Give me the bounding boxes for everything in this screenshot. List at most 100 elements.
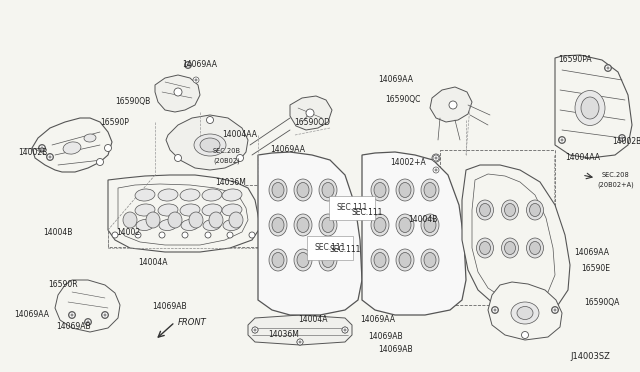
Ellipse shape [159, 219, 177, 231]
Ellipse shape [319, 249, 337, 271]
Ellipse shape [322, 218, 334, 232]
Text: 14004AA: 14004AA [565, 153, 600, 162]
Circle shape [85, 319, 91, 325]
Circle shape [205, 232, 211, 238]
Text: SEC.111: SEC.111 [352, 208, 383, 217]
Circle shape [433, 155, 439, 161]
Text: 14004A: 14004A [298, 315, 328, 324]
Text: SEC.111: SEC.111 [336, 203, 368, 212]
Ellipse shape [135, 189, 155, 201]
Ellipse shape [479, 203, 490, 217]
Ellipse shape [229, 212, 243, 228]
Ellipse shape [527, 200, 543, 220]
Text: 14069AB: 14069AB [56, 322, 91, 331]
Ellipse shape [517, 307, 533, 320]
Ellipse shape [203, 219, 221, 231]
Ellipse shape [269, 249, 287, 271]
Text: 14002B: 14002B [18, 148, 47, 157]
Ellipse shape [209, 212, 223, 228]
Circle shape [435, 157, 437, 159]
Ellipse shape [421, 214, 439, 236]
Ellipse shape [399, 183, 411, 198]
Text: 14004B: 14004B [408, 215, 437, 224]
Ellipse shape [319, 214, 337, 236]
Circle shape [492, 307, 498, 313]
Ellipse shape [502, 238, 518, 258]
Circle shape [494, 309, 496, 311]
Polygon shape [248, 315, 352, 345]
Ellipse shape [297, 253, 309, 267]
Circle shape [227, 232, 233, 238]
Text: 14036M: 14036M [268, 330, 299, 339]
Text: 16590P: 16590P [100, 118, 129, 127]
Circle shape [39, 145, 45, 151]
Ellipse shape [269, 179, 287, 201]
Text: 14004A: 14004A [138, 258, 168, 267]
Ellipse shape [396, 214, 414, 236]
Text: 14002: 14002 [116, 228, 140, 237]
Ellipse shape [371, 249, 389, 271]
Circle shape [552, 307, 559, 314]
Polygon shape [155, 75, 200, 112]
Circle shape [207, 116, 214, 124]
Ellipse shape [189, 212, 203, 228]
Circle shape [249, 232, 255, 238]
Circle shape [449, 101, 457, 109]
Circle shape [559, 137, 566, 144]
Bar [440, 150, 555, 305]
Ellipse shape [479, 241, 490, 254]
Text: 16590QA: 16590QA [584, 298, 620, 307]
Text: 14002B: 14002B [612, 137, 640, 146]
Circle shape [306, 109, 314, 117]
Ellipse shape [272, 183, 284, 198]
Ellipse shape [477, 200, 493, 220]
Ellipse shape [502, 200, 518, 220]
Ellipse shape [272, 218, 284, 232]
Ellipse shape [421, 179, 439, 201]
Circle shape [344, 329, 346, 331]
Circle shape [492, 307, 499, 314]
Text: 16590R: 16590R [48, 280, 77, 289]
Circle shape [84, 318, 92, 326]
Ellipse shape [168, 212, 182, 228]
Circle shape [619, 135, 625, 141]
Ellipse shape [123, 212, 137, 228]
Circle shape [618, 135, 625, 141]
Ellipse shape [374, 218, 386, 232]
Circle shape [607, 67, 609, 69]
Circle shape [175, 154, 182, 161]
Text: 14036M: 14036M [215, 178, 246, 187]
Text: 14069AA: 14069AA [14, 310, 49, 319]
Ellipse shape [399, 253, 411, 267]
Text: 16590E: 16590E [581, 264, 610, 273]
Circle shape [104, 144, 111, 151]
Circle shape [554, 309, 556, 311]
Ellipse shape [424, 253, 436, 267]
Text: 14002+A: 14002+A [390, 158, 426, 167]
Ellipse shape [146, 212, 160, 228]
Circle shape [193, 77, 199, 83]
Text: 14069AA: 14069AA [574, 248, 609, 257]
Text: SEC.20B: SEC.20B [213, 148, 241, 154]
Polygon shape [488, 282, 562, 340]
Ellipse shape [477, 238, 493, 258]
Polygon shape [462, 165, 570, 312]
Circle shape [69, 312, 75, 318]
Text: 14069AA: 14069AA [270, 145, 305, 154]
Circle shape [522, 331, 529, 339]
Text: FRONT: FRONT [178, 318, 207, 327]
Text: SEC.111: SEC.111 [314, 244, 346, 253]
Circle shape [435, 169, 437, 171]
Ellipse shape [399, 218, 411, 232]
Circle shape [159, 232, 165, 238]
Text: 16590PA: 16590PA [558, 55, 591, 64]
Polygon shape [32, 118, 112, 172]
Circle shape [433, 167, 439, 173]
Text: 14069AA: 14069AA [182, 60, 217, 69]
Circle shape [185, 62, 191, 68]
Ellipse shape [294, 179, 312, 201]
Polygon shape [430, 87, 472, 122]
Ellipse shape [294, 249, 312, 271]
Circle shape [552, 307, 558, 313]
Circle shape [434, 156, 438, 160]
